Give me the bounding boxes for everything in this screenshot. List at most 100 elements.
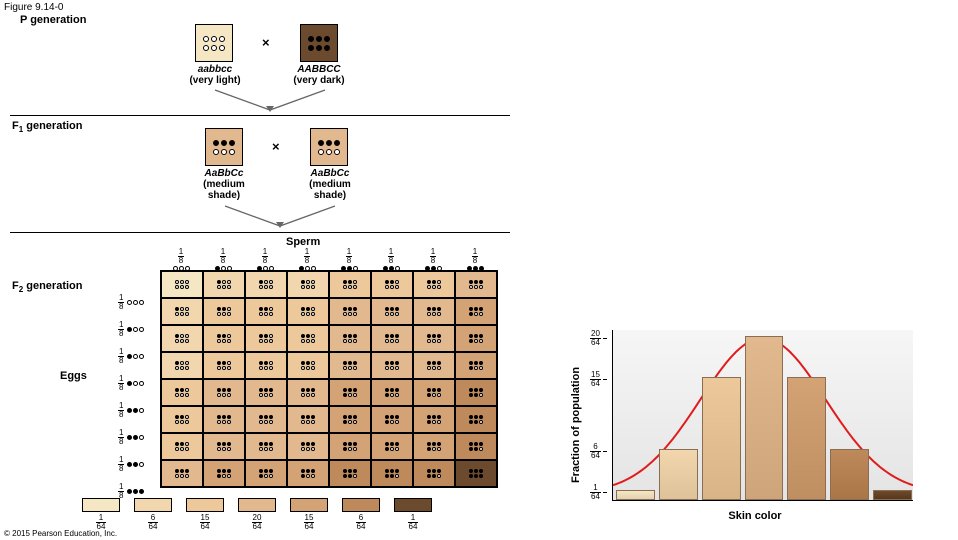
punnett-cell [203, 325, 245, 352]
punnett-cell [371, 352, 413, 379]
punnett-cell [203, 406, 245, 433]
punnett-cell [371, 379, 413, 406]
punnett-cell [161, 460, 203, 487]
punnett-cell [413, 325, 455, 352]
chart-plot-area [612, 330, 913, 501]
punnett-cell [161, 271, 203, 298]
punnett-cell [287, 460, 329, 487]
p-parent-light [195, 24, 233, 62]
punnett-cell [161, 379, 203, 406]
legend-swatch: 1564 [288, 498, 330, 532]
f1-generation-label: F1 generation [12, 120, 82, 134]
sperm-gamete: 18 [454, 248, 496, 271]
punnett-cell [455, 406, 497, 433]
punnett-cell [413, 271, 455, 298]
sperm-header-row: 1818181818181818 [160, 248, 496, 271]
copyright: © 2015 Pearson Education, Inc. [4, 529, 117, 538]
distribution-chart: Fraction of population Skin color 206415… [590, 330, 920, 520]
punnett-cell [287, 352, 329, 379]
p-parent-dark [300, 24, 338, 62]
legend-swatch: 164 [80, 498, 122, 532]
histogram-bar [616, 490, 655, 500]
punnett-cell [245, 298, 287, 325]
punnett-cell [329, 352, 371, 379]
sperm-gamete: 18 [244, 248, 286, 271]
punnett-cell [245, 406, 287, 433]
merge-arrow-p [200, 88, 340, 112]
punnett-cell [413, 433, 455, 460]
punnett-cell [455, 298, 497, 325]
punnett-cell [455, 325, 497, 352]
histogram-bar [787, 377, 826, 501]
punnett-cell [413, 298, 455, 325]
egg-gamete: 18 [118, 316, 144, 343]
egg-gamete: 18 [118, 289, 144, 316]
f1-parent-b [310, 128, 348, 166]
punnett-cell [371, 433, 413, 460]
punnett-cell [371, 325, 413, 352]
punnett-cell [245, 460, 287, 487]
punnett-cell [203, 352, 245, 379]
p-light-caption: aabbcc(very light) [180, 64, 250, 86]
sperm-gamete: 18 [286, 248, 328, 271]
punnett-cell [455, 460, 497, 487]
legend-swatch: 164 [392, 498, 434, 532]
punnett-cell [287, 325, 329, 352]
y-tick: 1564 [590, 371, 607, 388]
punnett-cell [455, 379, 497, 406]
separator-1 [10, 115, 510, 116]
punnett-cell [455, 433, 497, 460]
punnett-cell [161, 406, 203, 433]
histogram-bar [873, 490, 912, 500]
punnett-cell [287, 379, 329, 406]
punnett-grid [160, 270, 498, 488]
punnett-cell [287, 271, 329, 298]
punnett-cell [329, 379, 371, 406]
legend-swatch: 664 [340, 498, 382, 532]
punnett-cell [455, 271, 497, 298]
x-axis-label: Skin color [590, 510, 920, 522]
punnett-cell [413, 379, 455, 406]
punnett-cell [329, 433, 371, 460]
sperm-gamete: 18 [412, 248, 454, 271]
y-tick: 664 [590, 443, 607, 460]
punnett-cell [413, 460, 455, 487]
punnett-cell [371, 271, 413, 298]
punnett-cell [329, 271, 371, 298]
punnett-cell [371, 406, 413, 433]
punnett-square: 1818181818181818 [160, 270, 498, 488]
punnett-cell [371, 298, 413, 325]
punnett-cell [203, 379, 245, 406]
f1-parent-a [205, 128, 243, 166]
sperm-gamete: 18 [370, 248, 412, 271]
f1-a-caption: AaBbCc(mediumshade) [188, 168, 260, 201]
figure-label: Figure 9.14-0 [4, 2, 63, 13]
punnett-cell [203, 460, 245, 487]
y-tick: 2064 [590, 330, 607, 347]
punnett-cell [287, 433, 329, 460]
f1-b-caption: AaBbCc(mediumshade) [294, 168, 366, 201]
histogram-bar [702, 377, 741, 501]
cross-symbol-p: × [262, 35, 270, 50]
legend-swatch: 664 [132, 498, 174, 532]
punnett-cell [203, 271, 245, 298]
punnett-cell [203, 298, 245, 325]
p-generation-label: P generation [20, 14, 86, 26]
histogram-bar [745, 336, 784, 500]
sperm-gamete: 18 [328, 248, 370, 271]
sperm-gamete: 18 [160, 248, 202, 271]
punnett-cell [287, 298, 329, 325]
punnett-cell [371, 460, 413, 487]
punnett-cell [161, 433, 203, 460]
punnett-cell [161, 298, 203, 325]
separator-2 [10, 232, 510, 233]
punnett-cell [161, 352, 203, 379]
punnett-cell [245, 352, 287, 379]
y-axis-label: Fraction of population [570, 367, 582, 483]
f2-generation-label: F2 generation [12, 280, 82, 294]
egg-gamete: 18 [118, 451, 144, 478]
punnett-cell [329, 298, 371, 325]
merge-arrow-f1 [210, 204, 350, 228]
punnett-cell [413, 352, 455, 379]
punnett-cell [161, 325, 203, 352]
